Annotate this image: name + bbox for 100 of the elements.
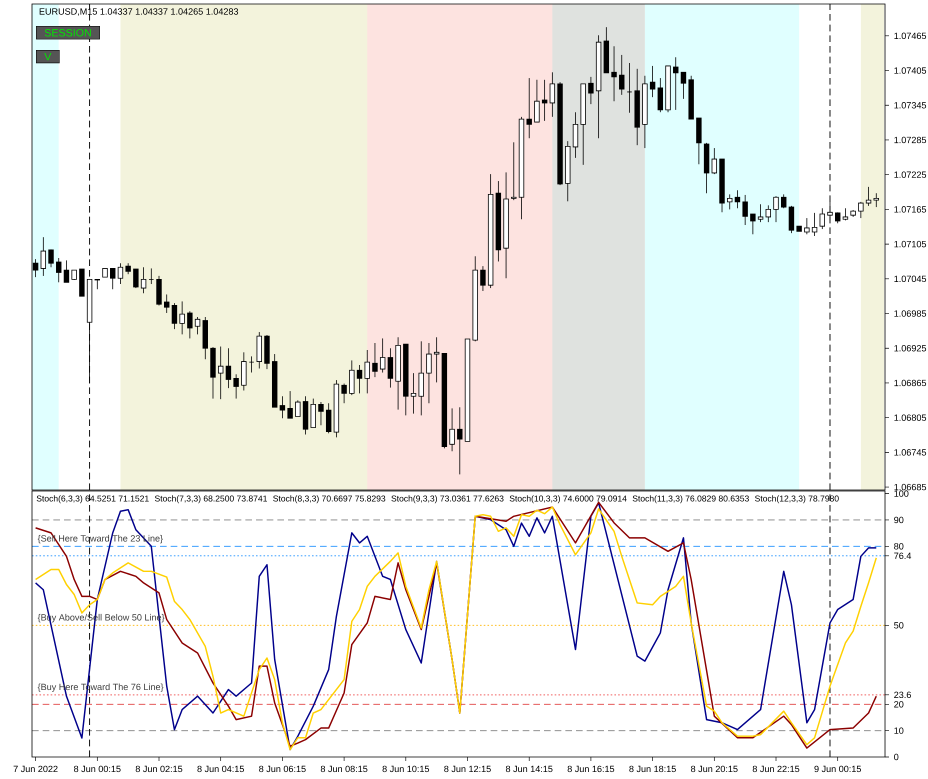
candlestick <box>164 294 170 314</box>
y-tick-label: 1.06925 <box>894 345 926 352</box>
annotation: SESSION <box>44 28 91 36</box>
candlestick <box>194 316 200 335</box>
candlestick <box>349 360 355 396</box>
annotation: Stoch(11,3,3) 76.0829 80.6353 <box>632 495 749 504</box>
candlestick <box>758 204 764 223</box>
candlestick <box>48 248 54 268</box>
candlestick <box>650 66 656 98</box>
y-tick-label: 76.4 <box>894 552 912 559</box>
x-tick-label: 8 Jun 06:15 <box>259 766 306 772</box>
candlestick <box>673 56 678 110</box>
candlestick <box>449 408 455 452</box>
candlestick <box>712 148 718 175</box>
y-tick-label: 0 <box>894 754 898 760</box>
y-tick-label: 1.07345 <box>894 102 926 108</box>
y-tick-label: 1.07165 <box>894 206 926 213</box>
candlestick <box>418 340 424 416</box>
annotation: Stoch(8,3,3) 70.6697 75.8293 <box>273 495 386 504</box>
candlestick <box>588 76 594 105</box>
candlestick <box>426 342 432 404</box>
candlestick <box>750 214 756 235</box>
candlestick <box>125 262 131 275</box>
x-tick-label: 7 Jun 2022 <box>14 766 58 772</box>
candlestick <box>226 348 232 389</box>
candlestick <box>526 78 532 139</box>
candlestick <box>94 279 100 290</box>
candlestick <box>187 310 193 339</box>
candlestick <box>179 300 185 335</box>
candlestick <box>133 268 139 288</box>
candlestick <box>241 352 247 391</box>
candlestick <box>866 186 872 206</box>
candlestick <box>742 194 748 226</box>
candlestick <box>287 390 293 419</box>
y-tick-label: 100 <box>894 490 908 497</box>
candlestick <box>858 201 864 218</box>
x-tick-label: 8 Jun 18:15 <box>629 766 676 772</box>
y-tick-label: 1.06685 <box>894 484 926 490</box>
candlestick <box>534 79 540 122</box>
chart-title: EURUSD,M15 1.04337 1.04337 1.04265 1.04283 <box>40 8 238 16</box>
candlestick <box>148 268 154 284</box>
candlestick <box>341 383 347 404</box>
candlestick <box>280 396 286 419</box>
y-tick-label: 50 <box>894 622 904 629</box>
x-tick-label: 8 Jun 20:15 <box>691 766 738 772</box>
candlestick <box>380 338 386 373</box>
candlestick <box>611 46 617 102</box>
y-tick-label: 1.06805 <box>894 414 926 421</box>
x-tick-label: 8 Jun 04:15 <box>197 766 244 772</box>
y-tick-label: 1.07225 <box>894 171 926 178</box>
annotation: Stoch(9,3,3) 73.0361 77.6263 <box>391 495 504 504</box>
x-tick-label: 8 Jun 08:15 <box>320 766 368 772</box>
candlestick <box>233 374 239 399</box>
annotation: V <box>44 52 52 60</box>
x-tick-label: 8 Jun 12:15 <box>444 766 491 772</box>
y-tick-label: 80 <box>894 543 904 550</box>
candlestick <box>766 204 772 223</box>
candlestick <box>734 190 740 209</box>
x-tick-label: 8 Jun 14:15 <box>506 766 553 772</box>
candlestick <box>295 400 301 417</box>
candlestick <box>820 208 825 230</box>
candlestick <box>364 350 370 394</box>
x-tick-label: 8 Jun 10:15 <box>382 766 430 772</box>
candlestick <box>326 402 332 434</box>
candlestick <box>140 266 146 294</box>
x-tick-label: 9 Jun 00:15 <box>814 766 862 772</box>
candlestick <box>781 194 786 209</box>
candlestick <box>218 346 224 400</box>
y-tick-label: 1.07105 <box>894 240 926 248</box>
candlestick <box>71 270 77 280</box>
candlestick <box>118 262 124 284</box>
x-tick-label: 8 Jun 02:15 <box>136 766 182 772</box>
candlestick <box>457 406 463 475</box>
candlestick <box>248 356 254 373</box>
candlestick <box>310 398 316 428</box>
y-tick-label: 10 <box>894 727 904 734</box>
y-tick-label: 20 <box>894 701 904 708</box>
annotation: Stoch(7,3,3) 68.2500 73.8741 <box>154 495 267 504</box>
candlestick <box>550 72 556 118</box>
candlestick <box>542 79 548 122</box>
candlestick <box>812 212 818 236</box>
candlestick <box>626 62 632 114</box>
candlestick <box>804 218 810 235</box>
y-tick-label: 1.07465 <box>894 32 926 40</box>
candlestick <box>773 196 779 223</box>
y-tick-label: 1.07045 <box>894 276 926 282</box>
candlestick <box>842 208 848 221</box>
x-tick-label: 8 Jun 22:15 <box>752 766 800 772</box>
y-tick-label: 90 <box>894 516 904 524</box>
x-tick-label: 8 Jun 00:15 <box>74 766 121 772</box>
y-tick-label: 1.06745 <box>894 449 926 456</box>
candlestick <box>372 342 378 378</box>
candlestick <box>388 348 394 388</box>
candlestick <box>172 302 178 330</box>
candlestick <box>658 78 664 113</box>
candlestick <box>40 236 46 276</box>
candlestick <box>874 192 879 208</box>
annotation: Stoch(10,3,3) 74.6000 79.0914 <box>510 495 627 504</box>
y-tick-label: 1.06985 <box>894 310 926 317</box>
y-tick-label: 1.07405 <box>894 67 926 74</box>
